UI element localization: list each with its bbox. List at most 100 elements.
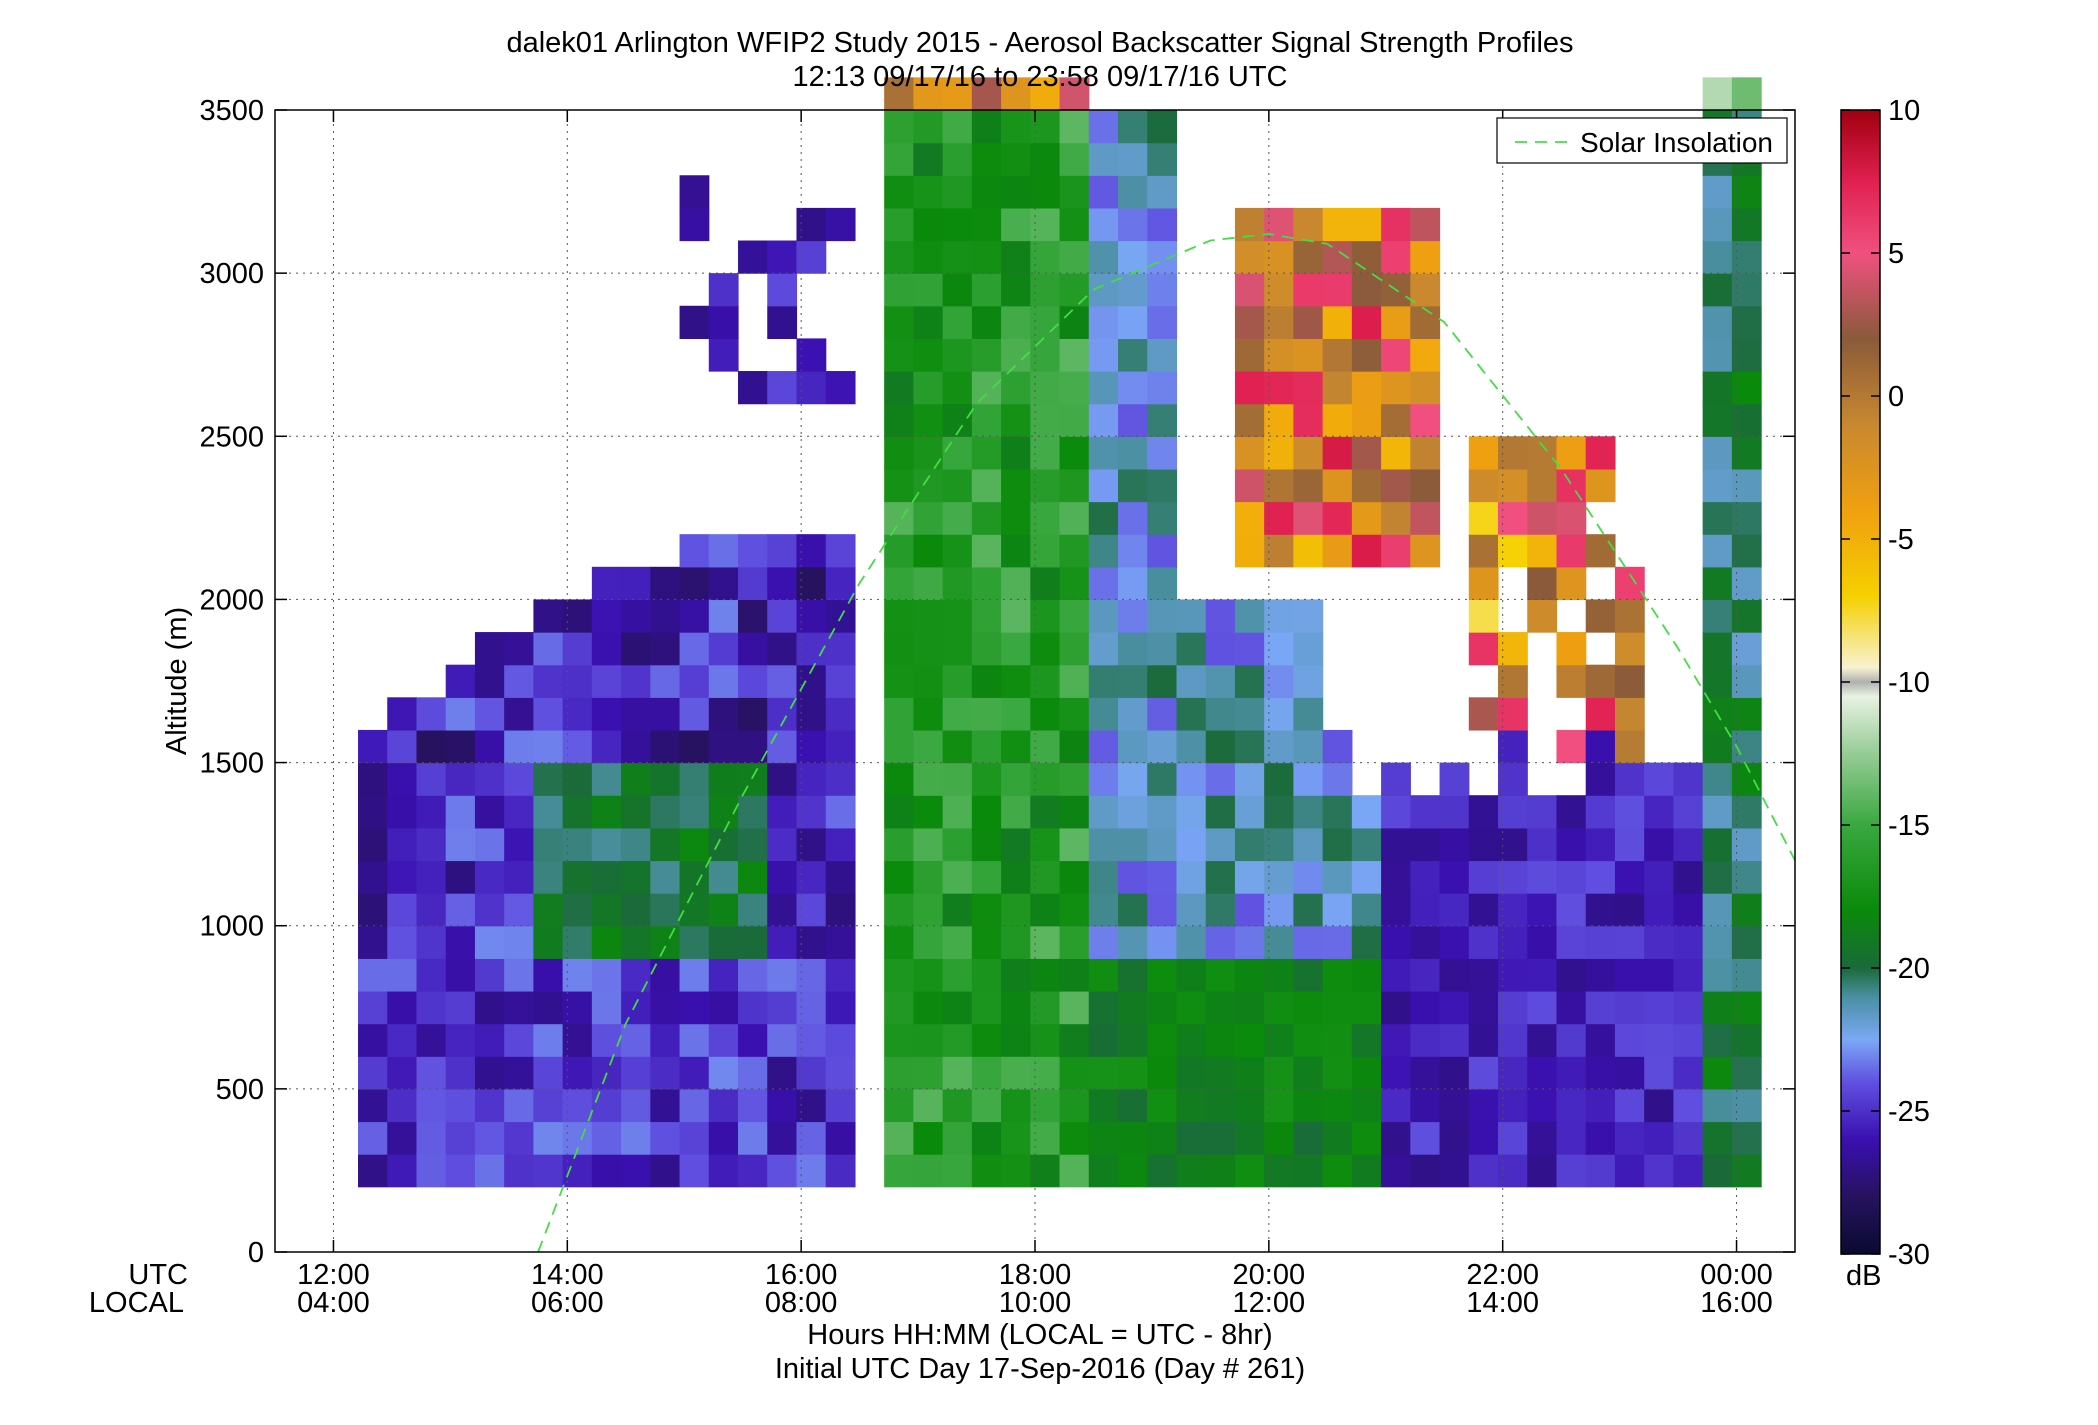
heatmap-cell bbox=[1088, 1154, 1119, 1188]
heatmap-cell bbox=[591, 599, 622, 633]
heatmap-cell bbox=[767, 990, 798, 1025]
heatmap-cell bbox=[1293, 468, 1324, 503]
heatmap-cell bbox=[650, 1154, 681, 1188]
heatmap-cell bbox=[445, 1023, 476, 1057]
heatmap-cell bbox=[1439, 762, 1470, 796]
x-tick-label-local: 12:00 bbox=[1233, 1287, 1306, 1319]
heatmap-cell bbox=[767, 925, 798, 959]
heatmap-cell bbox=[1293, 599, 1324, 633]
heatmap-cell bbox=[1176, 664, 1207, 698]
heatmap-cell bbox=[971, 371, 1002, 405]
heatmap-cell bbox=[1234, 632, 1265, 666]
heatmap-cell bbox=[1147, 501, 1178, 535]
heatmap-cell bbox=[1293, 827, 1324, 862]
x-tick-label-local: 14:00 bbox=[1466, 1287, 1539, 1319]
heatmap-cell bbox=[1410, 1088, 1441, 1123]
heatmap-cell bbox=[1264, 305, 1294, 339]
colorbar-tick-label: -30 bbox=[1888, 1239, 1930, 1271]
heatmap-cell bbox=[1498, 729, 1528, 764]
heatmap-cell bbox=[445, 827, 476, 862]
heatmap-cell bbox=[1118, 893, 1148, 927]
heatmap-cell bbox=[1673, 1088, 1704, 1123]
heatmap-cell bbox=[591, 958, 622, 992]
heatmap-cell bbox=[1293, 893, 1324, 927]
heatmap-cell bbox=[1702, 1088, 1733, 1123]
heatmap-cell bbox=[884, 729, 914, 764]
heatmap-cell bbox=[1001, 729, 1031, 764]
heatmap-cell bbox=[1527, 958, 1558, 992]
heatmap-cell bbox=[621, 925, 651, 959]
heatmap-cell bbox=[650, 566, 681, 601]
heatmap-cell bbox=[358, 990, 388, 1025]
heatmap-cell bbox=[1088, 142, 1119, 176]
heatmap-cell bbox=[1088, 697, 1119, 731]
heatmap-cell bbox=[650, 925, 681, 959]
heatmap-cell bbox=[942, 1088, 973, 1123]
heatmap-cell bbox=[1439, 860, 1470, 894]
heatmap-cell bbox=[1731, 1023, 1762, 1057]
heatmap-cell bbox=[1702, 534, 1733, 568]
heatmap-cell bbox=[1059, 305, 1090, 339]
heatmap-cell bbox=[1118, 827, 1148, 862]
x-tick-label-local: 06:00 bbox=[531, 1287, 604, 1319]
heatmap-cell bbox=[591, 925, 622, 959]
heatmap-cell bbox=[445, 893, 476, 927]
heatmap-cell bbox=[1673, 1056, 1704, 1090]
heatmap-cell bbox=[1234, 534, 1265, 568]
heatmap-cell bbox=[1731, 599, 1762, 633]
heatmap-cell bbox=[884, 207, 914, 242]
heatmap-cell bbox=[1264, 599, 1294, 633]
heatmap-cell bbox=[1234, 1023, 1265, 1057]
heatmap-cell bbox=[971, 925, 1002, 959]
heatmap-cell bbox=[1351, 436, 1382, 470]
heatmap-cell bbox=[504, 762, 534, 796]
heatmap-cell bbox=[1673, 1121, 1704, 1155]
heatmap-cell bbox=[913, 697, 944, 731]
heatmap-cell bbox=[1702, 240, 1733, 274]
heatmap-cell bbox=[650, 1121, 681, 1155]
heatmap-cell bbox=[1702, 827, 1733, 862]
heatmap-cell bbox=[621, 1056, 651, 1090]
heatmap-cell bbox=[971, 501, 1002, 535]
heatmap-cell bbox=[1410, 501, 1441, 535]
heatmap-cell bbox=[358, 925, 388, 959]
heatmap-cell bbox=[1118, 729, 1148, 764]
heatmap-cell bbox=[1293, 958, 1324, 992]
heatmap-cell bbox=[1264, 1023, 1294, 1057]
heatmap-cell bbox=[650, 893, 681, 927]
heatmap-cell bbox=[913, 403, 944, 437]
heatmap-cell bbox=[971, 142, 1002, 176]
heatmap-cell bbox=[1351, 1023, 1382, 1057]
heatmap-cell bbox=[708, 599, 739, 633]
heatmap-cell bbox=[1410, 371, 1441, 405]
heatmap-cell bbox=[971, 729, 1002, 764]
heatmap-cell bbox=[708, 860, 739, 894]
heatmap-cell bbox=[1088, 436, 1119, 470]
heatmap-cell bbox=[358, 860, 388, 894]
heatmap-cell bbox=[1585, 1154, 1616, 1188]
heatmap-cell bbox=[825, 1154, 856, 1188]
heatmap-cell bbox=[1030, 305, 1061, 339]
heatmap-cell bbox=[1585, 664, 1616, 698]
heatmap-cell bbox=[1702, 729, 1733, 764]
heatmap-cell bbox=[1381, 1088, 1411, 1123]
heatmap-cell bbox=[796, 566, 827, 601]
heatmap-cell bbox=[1147, 566, 1178, 601]
heatmap-cell bbox=[1410, 240, 1441, 274]
heatmap-cell bbox=[1468, 925, 1499, 959]
heatmap-cell bbox=[1614, 1121, 1645, 1155]
heatmap-cell bbox=[1702, 501, 1733, 535]
heatmap-cell bbox=[1176, 1023, 1207, 1057]
heatmap-cell bbox=[884, 305, 914, 339]
heatmap-cell bbox=[913, 1121, 944, 1155]
heatmap-cell bbox=[767, 599, 798, 633]
heatmap-cell bbox=[533, 664, 564, 698]
heatmap-cell bbox=[1118, 305, 1148, 339]
heatmap-cell bbox=[1468, 795, 1499, 829]
heatmap-cell bbox=[1001, 468, 1031, 503]
heatmap-cell bbox=[708, 1023, 739, 1057]
heatmap-cell bbox=[679, 305, 710, 339]
heatmap-cell bbox=[1556, 1023, 1587, 1057]
heatmap-cell bbox=[884, 240, 914, 274]
heatmap-cell bbox=[971, 305, 1002, 339]
